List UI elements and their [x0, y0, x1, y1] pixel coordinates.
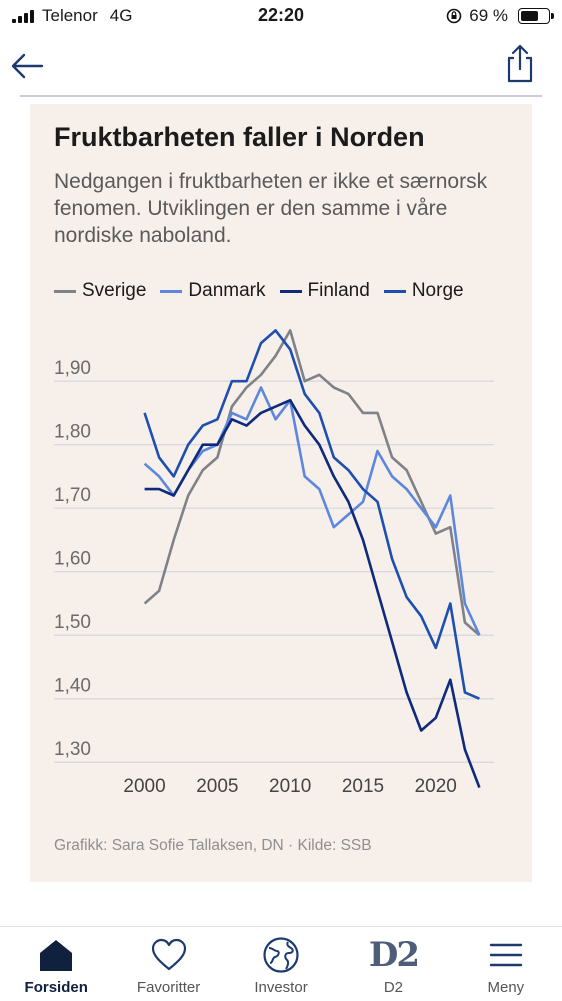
x-tick-label: 2010 — [269, 776, 311, 797]
series-line-sverige — [143, 329, 481, 637]
tab-label: Meny — [487, 979, 525, 996]
tab-d2[interactable]: D2 D2 — [337, 927, 449, 1001]
series-line-danmark — [143, 386, 481, 636]
legend-item-finland: Finland — [279, 280, 370, 302]
tab-forsiden[interactable]: Forsiden — [0, 927, 112, 1001]
tab-label: D2 — [383, 979, 404, 996]
chart-subtitle: Nedgangen i fruktbarheten er ikke et sær… — [54, 170, 488, 247]
tab-favoritter[interactable]: Favoritter — [112, 927, 224, 1001]
legend-swatch — [160, 289, 183, 293]
battery-percent: 69 % — [469, 6, 508, 25]
battery-icon — [518, 8, 554, 24]
legend-label: Norge — [411, 280, 464, 301]
y-tick-label: 1,60 — [54, 549, 91, 570]
home-icon — [36, 935, 76, 975]
tab-meny[interactable]: Meny — [450, 927, 562, 1001]
y-tick-label: 1,80 — [54, 422, 91, 443]
d2-logo: D2 — [369, 935, 420, 975]
tab-label: Investor — [254, 979, 308, 996]
y-tick-label: 1,50 — [54, 612, 91, 633]
tab-label: Favoritter — [136, 979, 201, 996]
d2-logo-text: D2 — [368, 935, 420, 975]
chart-title: Fruktbarheten faller i Norden — [54, 122, 425, 152]
chart-legend: Sverige Danmark Finland Norge — [54, 280, 464, 302]
arrow-left-icon — [11, 53, 44, 79]
network-type: 4G — [109, 6, 133, 25]
legend-item-sverige: Sverige — [54, 280, 146, 302]
share-icon — [507, 44, 533, 83]
chart-credit: Grafikk: Sara Sofie Tallaksen, DN · Kild… — [54, 837, 372, 854]
legend-swatch — [279, 289, 302, 293]
legend-label: Finland — [307, 280, 370, 301]
y-tick-label: 1,90 — [54, 358, 91, 379]
tab-investor[interactable]: Investor — [225, 927, 337, 1001]
nav-bar — [0, 36, 562, 96]
status-time: 22:20 — [257, 5, 305, 25]
series-line-finland — [144, 398, 481, 789]
y-tick-label: 1,30 — [54, 739, 91, 760]
tab-label: Forsiden — [24, 979, 88, 996]
status-right: 69 % — [445, 6, 554, 26]
menu-icon — [486, 935, 526, 975]
legend-swatch — [54, 289, 76, 293]
chart-card: Fruktbarheten faller i Norden Nedgangen … — [30, 104, 532, 882]
legend-label: Danmark — [188, 280, 266, 301]
series-line-norge — [143, 329, 480, 700]
orientation-lock-icon — [446, 8, 462, 24]
x-tick-label: 2005 — [196, 776, 238, 797]
legend-item-danmark: Danmark — [160, 280, 266, 302]
x-tick-label: 2020 — [415, 776, 457, 797]
heart-icon — [149, 935, 189, 975]
share-button[interactable] — [500, 42, 540, 84]
legend-swatch — [383, 289, 406, 293]
nav-divider — [20, 95, 542, 97]
legend-label: Sverige — [82, 280, 147, 301]
x-tick-label: 2015 — [342, 776, 384, 797]
tab-bar: Forsiden Favoritter Investor D2 D2 Meny — [0, 926, 562, 1001]
back-button[interactable] — [8, 48, 52, 84]
globe-icon — [261, 935, 301, 975]
carrier-name: Telenor — [42, 6, 98, 25]
y-tick-label: 1,70 — [54, 485, 91, 506]
legend-item-norge: Norge — [383, 280, 464, 302]
status-left: Telenor 4G — [12, 6, 132, 26]
x-tick-label: 2000 — [123, 776, 165, 797]
y-tick-label: 1,40 — [54, 676, 91, 697]
signal-icon — [12, 9, 34, 23]
fertility-line-chart: 1,30 1,40 1,50 1,60 1,70 1,80 1,90 2000 2005 2010… — [54, 329, 494, 797]
status-bar: Telenor 4G 22:20 69 % — [0, 0, 562, 34]
